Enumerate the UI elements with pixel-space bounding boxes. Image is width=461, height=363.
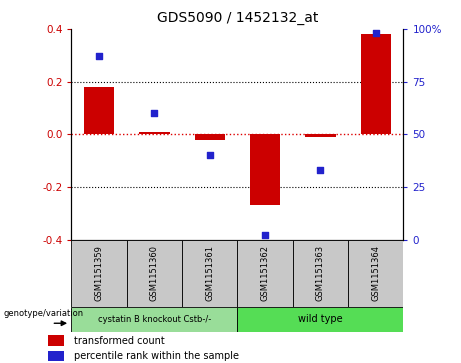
Bar	[139, 132, 170, 134]
FancyBboxPatch shape	[182, 240, 237, 307]
Text: genotype/variation: genotype/variation	[4, 309, 84, 318]
FancyBboxPatch shape	[348, 240, 403, 307]
FancyBboxPatch shape	[237, 307, 403, 332]
Text: GSM1151360: GSM1151360	[150, 245, 159, 301]
Text: GSM1151364: GSM1151364	[371, 245, 380, 301]
Text: percentile rank within the sample: percentile rank within the sample	[74, 351, 239, 361]
Point	[95, 53, 103, 59]
Text: GSM1151359: GSM1151359	[95, 245, 104, 301]
Bar	[250, 134, 280, 205]
Bar	[84, 87, 114, 134]
FancyBboxPatch shape	[293, 240, 348, 307]
FancyBboxPatch shape	[71, 307, 237, 332]
Point	[151, 110, 158, 116]
Bar	[195, 134, 225, 139]
Title: GDS5090 / 1452132_at: GDS5090 / 1452132_at	[157, 11, 318, 25]
Bar	[48, 335, 64, 346]
Text: GSM1151362: GSM1151362	[260, 245, 270, 301]
Point	[206, 152, 213, 158]
FancyBboxPatch shape	[237, 240, 293, 307]
Text: GSM1151361: GSM1151361	[205, 245, 214, 301]
FancyBboxPatch shape	[71, 240, 127, 307]
FancyBboxPatch shape	[127, 240, 182, 307]
Point	[317, 167, 324, 173]
Text: cystatin B knockout Cstb-/-: cystatin B knockout Cstb-/-	[98, 315, 211, 324]
Point	[372, 30, 379, 36]
Point	[261, 232, 269, 238]
Text: wild type: wild type	[298, 314, 343, 325]
Bar	[48, 351, 64, 362]
Text: GSM1151363: GSM1151363	[316, 245, 325, 301]
Bar	[305, 134, 336, 137]
Text: transformed count: transformed count	[74, 336, 165, 346]
Bar	[361, 34, 391, 134]
